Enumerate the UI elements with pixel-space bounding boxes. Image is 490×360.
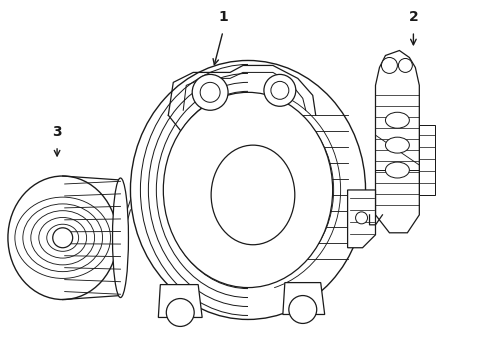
Ellipse shape: [386, 162, 409, 178]
Ellipse shape: [113, 178, 128, 298]
Text: 1: 1: [218, 10, 228, 24]
Ellipse shape: [8, 176, 118, 300]
Circle shape: [192, 75, 228, 110]
Circle shape: [53, 228, 73, 248]
Text: 2: 2: [409, 10, 418, 24]
Ellipse shape: [386, 112, 409, 128]
Circle shape: [166, 298, 194, 327]
Ellipse shape: [211, 145, 295, 245]
Circle shape: [289, 296, 317, 323]
Circle shape: [382, 58, 397, 73]
Circle shape: [271, 81, 289, 99]
Ellipse shape: [130, 60, 366, 319]
Circle shape: [356, 212, 368, 224]
Text: 3: 3: [52, 125, 62, 139]
Polygon shape: [347, 190, 375, 248]
Polygon shape: [158, 285, 202, 318]
Polygon shape: [419, 125, 435, 195]
Circle shape: [398, 58, 413, 72]
Circle shape: [200, 82, 220, 102]
Ellipse shape: [386, 137, 409, 153]
Circle shape: [264, 75, 296, 106]
Polygon shape: [283, 283, 325, 315]
Polygon shape: [375, 50, 419, 233]
Ellipse shape: [163, 92, 333, 288]
